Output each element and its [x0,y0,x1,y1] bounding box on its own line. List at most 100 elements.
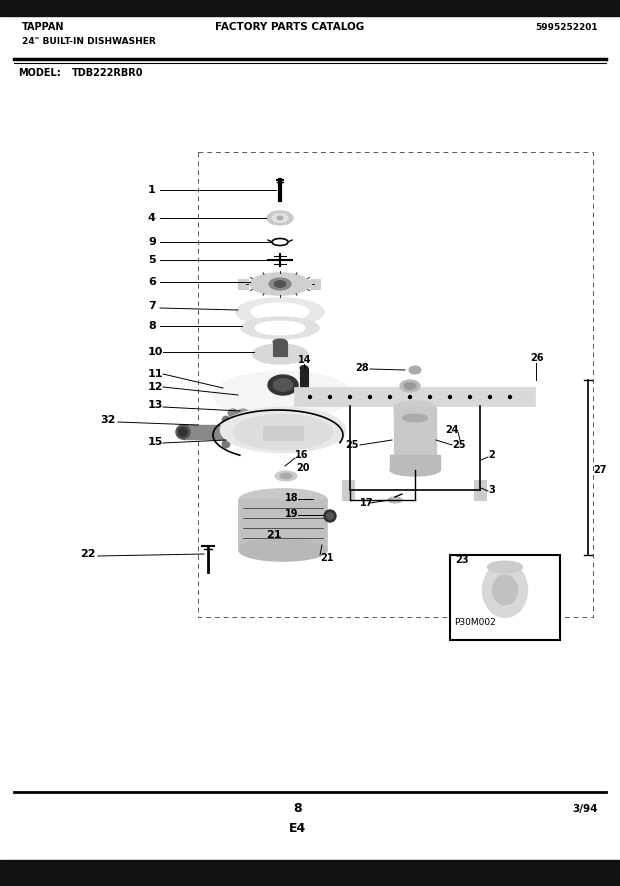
Text: 21: 21 [266,530,281,540]
Bar [0,860,620,886]
Ellipse shape [402,414,428,422]
Ellipse shape [239,539,327,561]
Text: 12: 12 [148,382,164,392]
Text: 15: 15 [148,437,164,447]
Text: 6: 6 [148,277,156,287]
Text: 24" BUILT-IN DISHWASHER: 24" BUILT-IN DISHWASHER [22,37,156,46]
Ellipse shape [237,409,249,417]
Ellipse shape [268,375,298,395]
Ellipse shape [324,510,336,522]
Ellipse shape [327,512,334,519]
Bar [273,342,287,356]
Ellipse shape [388,497,402,503]
Text: 2: 2 [488,450,495,460]
Text: TAPPAN: TAPPAN [22,22,64,32]
Bar [300,368,308,404]
Text: 26: 26 [530,353,544,363]
Bar [183,425,238,439]
Ellipse shape [409,366,421,374]
Ellipse shape [239,489,327,511]
Text: 8: 8 [148,321,156,331]
Text: 28: 28 [355,363,369,373]
Ellipse shape [267,211,293,225]
Text: 20: 20 [296,463,309,473]
Circle shape [309,395,311,399]
Ellipse shape [390,464,440,476]
Text: 23: 23 [455,555,469,565]
Text: 1: 1 [148,185,156,195]
Ellipse shape [236,298,324,326]
Bar [474,480,486,500]
Ellipse shape [252,344,308,364]
Text: TDB222RBR0: TDB222RBR0 [72,68,143,78]
Text: 3/94: 3/94 [572,804,598,814]
Ellipse shape [250,273,310,295]
Circle shape [222,428,230,436]
Text: P30M002: P30M002 [454,618,496,627]
Text: 24: 24 [445,425,459,435]
Text: 4: 4 [148,213,156,223]
Circle shape [508,395,512,399]
Circle shape [409,395,412,399]
Text: 22: 22 [80,549,95,559]
Text: 13: 13 [148,400,164,410]
Circle shape [448,395,451,399]
Ellipse shape [251,303,309,321]
Bar [238,279,248,289]
Circle shape [368,395,371,399]
Bar [310,279,320,289]
Text: 19: 19 [285,509,298,519]
Circle shape [222,416,230,424]
Bar [295,388,535,406]
Text: 25: 25 [452,440,466,450]
Bar [342,480,354,500]
Bar [390,455,440,470]
Text: E4: E4 [290,822,307,835]
Ellipse shape [179,428,187,437]
Ellipse shape [273,378,293,392]
Ellipse shape [487,561,523,573]
Ellipse shape [269,278,291,290]
Circle shape [275,307,285,317]
Ellipse shape [273,339,287,345]
Circle shape [329,395,332,399]
Bar [394,408,436,463]
Ellipse shape [272,214,288,222]
Ellipse shape [277,216,283,220]
Ellipse shape [255,321,305,335]
Ellipse shape [176,425,190,439]
Ellipse shape [482,563,528,618]
Ellipse shape [213,371,353,419]
Ellipse shape [241,317,319,339]
Ellipse shape [274,281,286,287]
Circle shape [348,395,352,399]
Ellipse shape [492,575,518,605]
Ellipse shape [300,366,308,370]
Text: 25: 25 [345,440,358,450]
Text: 7: 7 [148,301,156,311]
Text: 27: 27 [593,465,606,475]
Circle shape [389,395,391,399]
Text: 5: 5 [148,255,156,265]
Bar [0,0,620,16]
Text: 9: 9 [148,237,156,247]
Circle shape [489,395,492,399]
Ellipse shape [221,408,345,453]
Ellipse shape [228,409,238,417]
Ellipse shape [400,380,420,392]
Bar [450,555,560,640]
Text: 16: 16 [295,450,309,460]
Text: MODEL:: MODEL: [18,68,61,78]
Text: 10: 10 [148,347,164,357]
Ellipse shape [404,383,416,390]
Text: 11: 11 [148,369,164,379]
Ellipse shape [233,415,333,449]
Text: 17: 17 [360,498,373,508]
Text: 8: 8 [294,802,303,815]
Text: 14: 14 [298,355,311,365]
Text: FACTORY PARTS CATALOG: FACTORY PARTS CATALOG [215,22,365,32]
Circle shape [222,440,230,448]
Circle shape [428,395,432,399]
Text: 18: 18 [285,493,299,503]
Ellipse shape [394,401,436,415]
